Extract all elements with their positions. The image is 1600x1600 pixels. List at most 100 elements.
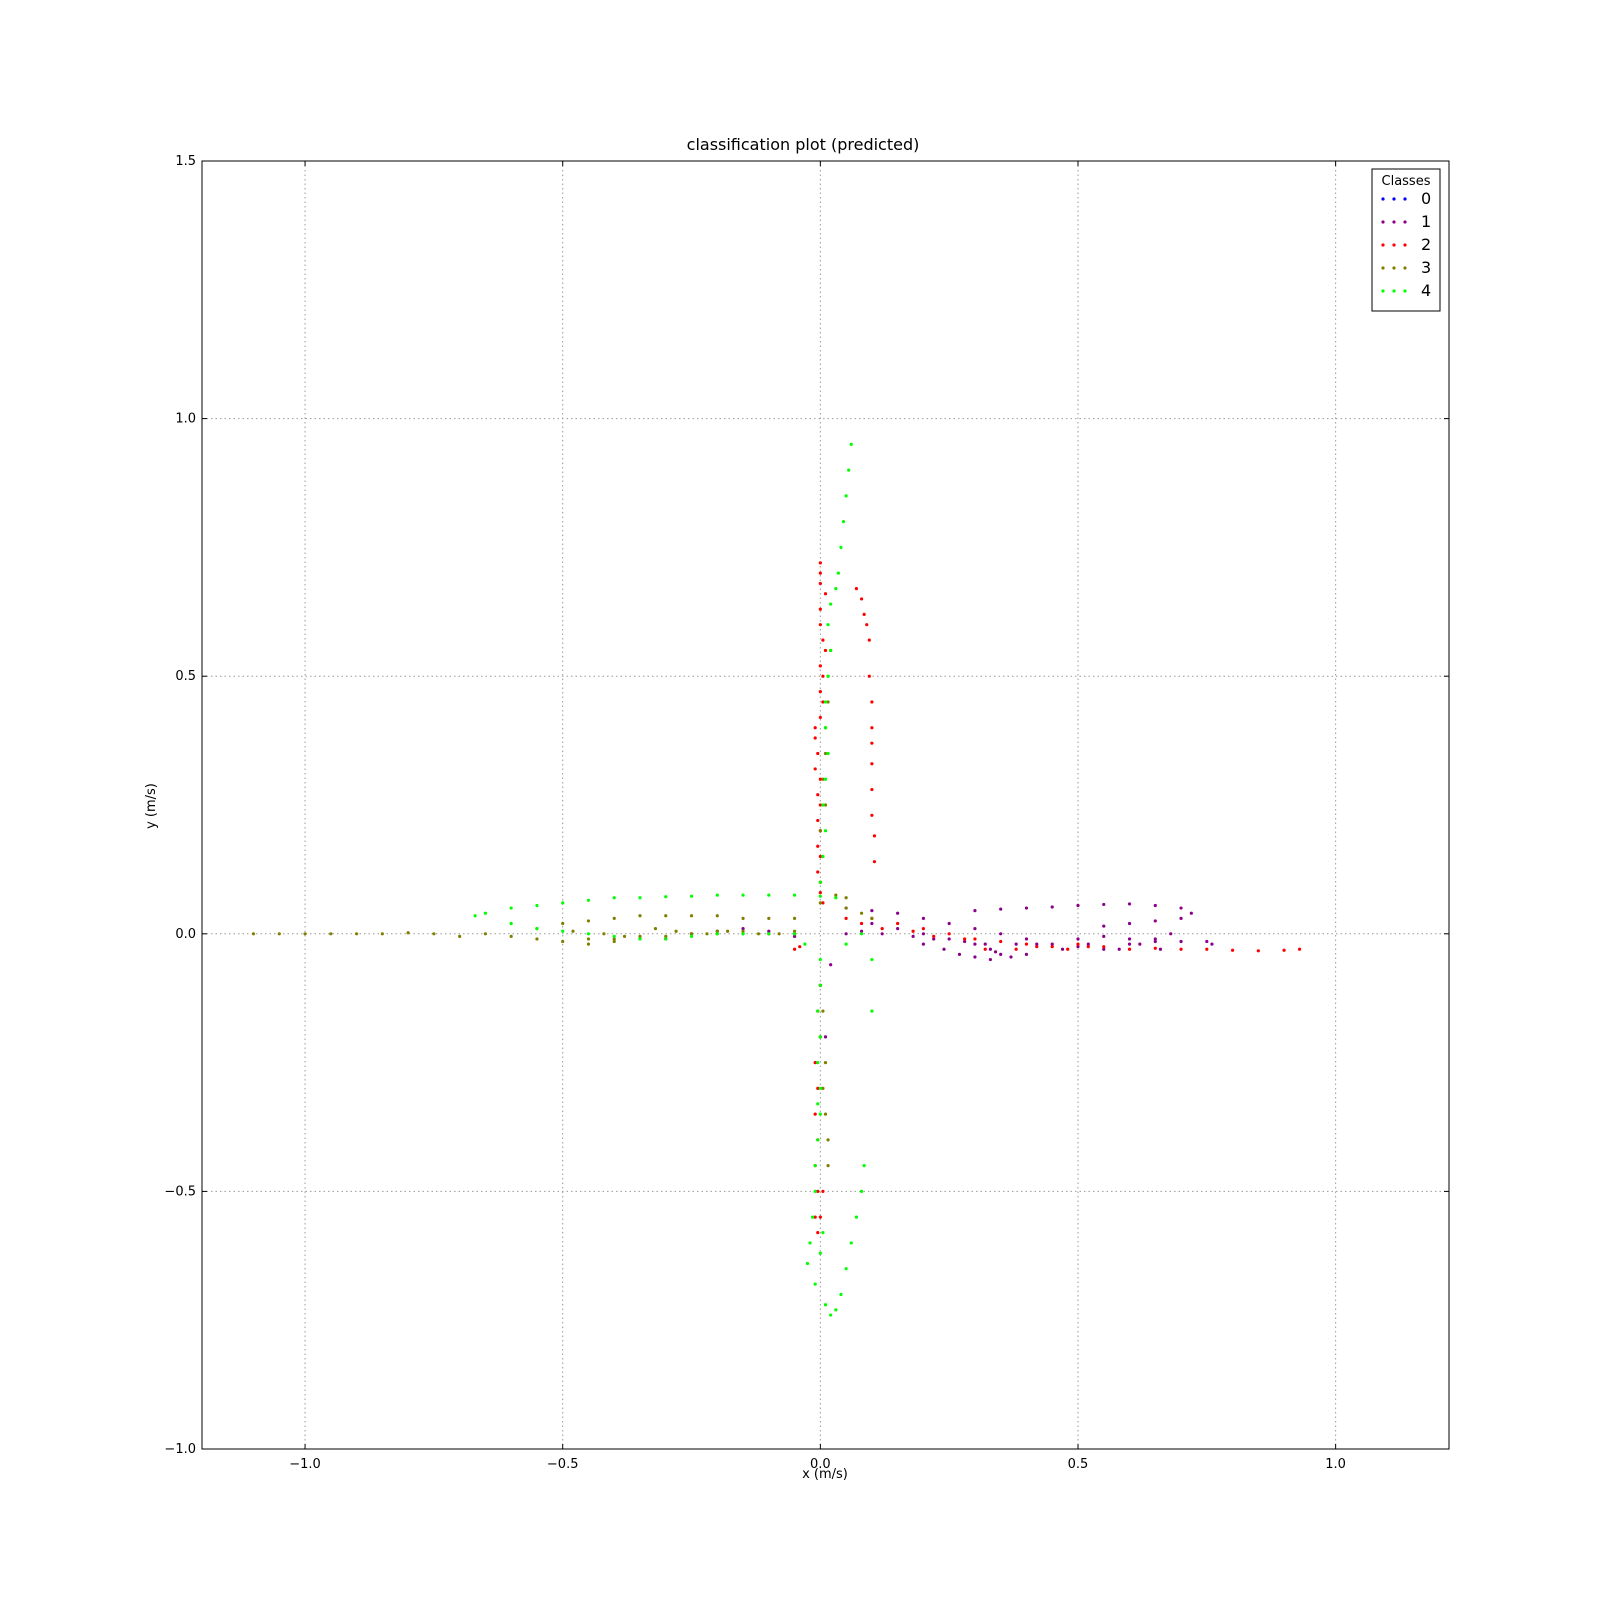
data-point <box>872 834 877 838</box>
data-point <box>813 1112 817 1116</box>
data-point <box>612 937 616 941</box>
data-point <box>821 1009 825 1013</box>
data-point <box>816 793 820 797</box>
data-point <box>1035 942 1039 946</box>
data-point <box>664 914 668 918</box>
series-4 <box>473 442 874 1317</box>
data-point <box>826 674 830 678</box>
data-point <box>792 932 797 936</box>
legend-entry-2: 2 <box>1381 235 1431 254</box>
data-point <box>1127 921 1132 926</box>
data-point <box>612 896 616 900</box>
data-point <box>859 932 864 936</box>
data-point <box>689 894 694 898</box>
data-point <box>821 638 825 642</box>
data-point <box>1102 902 1106 907</box>
data-point <box>911 934 915 938</box>
x-tick-label: −1.0 <box>289 1457 321 1472</box>
data-point <box>816 1231 820 1235</box>
data-point <box>354 932 359 936</box>
data-point <box>458 934 462 938</box>
data-point <box>816 1086 820 1090</box>
data-point <box>823 1303 828 1307</box>
data-point <box>818 664 822 668</box>
data-point <box>1050 945 1054 949</box>
data-point <box>870 909 874 913</box>
data-point <box>826 751 830 756</box>
data-point <box>834 896 838 900</box>
data-point <box>1024 937 1029 941</box>
data-point <box>1076 945 1080 949</box>
data-point <box>942 947 946 951</box>
data-point <box>818 1215 822 1219</box>
data-point <box>571 929 575 933</box>
data-point <box>622 934 627 938</box>
data-point <box>561 929 565 933</box>
data-point <box>829 963 833 967</box>
data-point <box>798 945 802 949</box>
data-point <box>561 921 565 926</box>
y-tick-label: 0.5 <box>175 669 196 684</box>
data-point <box>1282 948 1286 952</box>
data-point <box>741 932 745 936</box>
data-point <box>818 803 822 807</box>
data-point <box>963 939 967 944</box>
legend-entry-0: 0 <box>1381 189 1431 208</box>
data-point <box>818 829 822 833</box>
data-point <box>277 932 281 936</box>
data-point <box>653 927 658 931</box>
data-point <box>1102 947 1106 951</box>
data-point <box>826 700 830 704</box>
data-point <box>792 893 797 897</box>
plot-frame <box>201 160 1450 1450</box>
data-point <box>1179 916 1183 920</box>
data-point <box>1127 947 1132 951</box>
data-point <box>870 957 874 962</box>
data-point <box>1102 924 1106 928</box>
data-point <box>792 929 797 933</box>
data-point <box>473 914 477 918</box>
data-point <box>816 1189 820 1193</box>
legend-marker <box>1403 220 1407 224</box>
data-point <box>870 813 874 817</box>
data-point <box>805 1261 810 1266</box>
data-point <box>586 898 591 902</box>
data-point <box>983 942 987 946</box>
legend-marker <box>1392 220 1396 224</box>
data-point <box>715 932 719 936</box>
data-point <box>849 442 853 446</box>
data-point <box>973 909 977 913</box>
legend-entries: 0 1 2 3 4 <box>1381 189 1431 300</box>
data-point <box>767 932 771 936</box>
data-point <box>689 934 694 938</box>
legend-label: 3 <box>1421 258 1431 277</box>
data-point <box>561 939 565 944</box>
chart-title: classification plot (predicted) <box>687 135 920 154</box>
data-point <box>1138 942 1142 946</box>
data-point <box>983 947 987 951</box>
data-point <box>638 914 642 918</box>
data-point <box>818 607 822 611</box>
data-point <box>973 955 977 959</box>
data-point <box>870 787 874 792</box>
data-point <box>823 648 828 653</box>
data-point <box>932 934 936 938</box>
data-point <box>1179 939 1183 944</box>
data-point <box>821 674 825 678</box>
data-point <box>509 921 513 926</box>
data-point <box>612 916 616 920</box>
data-point <box>821 854 825 859</box>
data-point <box>859 929 864 933</box>
data-point <box>777 932 781 936</box>
data-point <box>586 932 591 936</box>
data-point <box>586 942 591 946</box>
data-point <box>811 1215 815 1219</box>
data-point <box>1117 947 1121 951</box>
data-point <box>947 937 951 941</box>
data-point <box>483 911 488 915</box>
data-point <box>870 1009 874 1013</box>
data-point <box>406 931 410 935</box>
data-point <box>818 715 822 720</box>
data-point <box>725 929 730 933</box>
data-point <box>818 894 822 898</box>
